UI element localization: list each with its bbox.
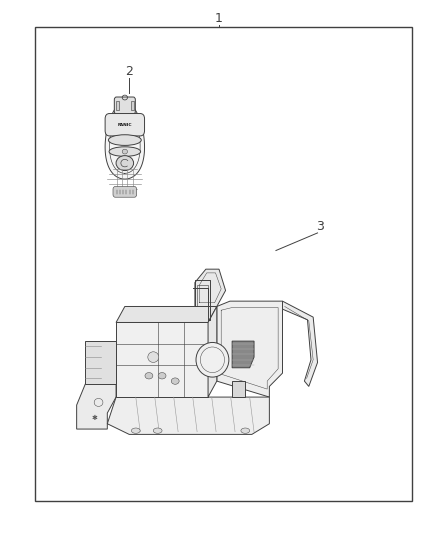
Ellipse shape xyxy=(116,156,134,171)
Ellipse shape xyxy=(171,378,179,384)
Text: 3: 3 xyxy=(316,220,324,233)
Polygon shape xyxy=(85,341,116,384)
Polygon shape xyxy=(217,301,283,397)
Ellipse shape xyxy=(122,149,127,154)
Text: 2: 2 xyxy=(125,66,133,78)
Polygon shape xyxy=(116,306,217,322)
Text: PANIC: PANIC xyxy=(117,123,132,127)
Ellipse shape xyxy=(158,373,166,379)
Ellipse shape xyxy=(131,428,140,433)
Polygon shape xyxy=(107,397,269,434)
Ellipse shape xyxy=(196,342,229,377)
Polygon shape xyxy=(208,306,217,397)
Polygon shape xyxy=(77,384,116,429)
FancyBboxPatch shape xyxy=(113,187,137,197)
Text: ✱: ✱ xyxy=(91,415,97,422)
Ellipse shape xyxy=(148,352,159,362)
Text: 1: 1 xyxy=(215,12,223,25)
FancyBboxPatch shape xyxy=(105,114,145,136)
FancyBboxPatch shape xyxy=(114,97,135,114)
Polygon shape xyxy=(195,269,226,306)
Polygon shape xyxy=(116,322,208,397)
Ellipse shape xyxy=(109,147,141,156)
Ellipse shape xyxy=(145,373,153,379)
Bar xyxy=(35,27,412,501)
Bar xyxy=(131,101,134,110)
Polygon shape xyxy=(232,341,254,368)
Bar xyxy=(116,101,119,110)
Ellipse shape xyxy=(108,135,141,146)
Polygon shape xyxy=(105,102,145,179)
Ellipse shape xyxy=(153,428,162,433)
Polygon shape xyxy=(232,381,245,397)
Polygon shape xyxy=(283,301,318,386)
Ellipse shape xyxy=(241,428,250,433)
